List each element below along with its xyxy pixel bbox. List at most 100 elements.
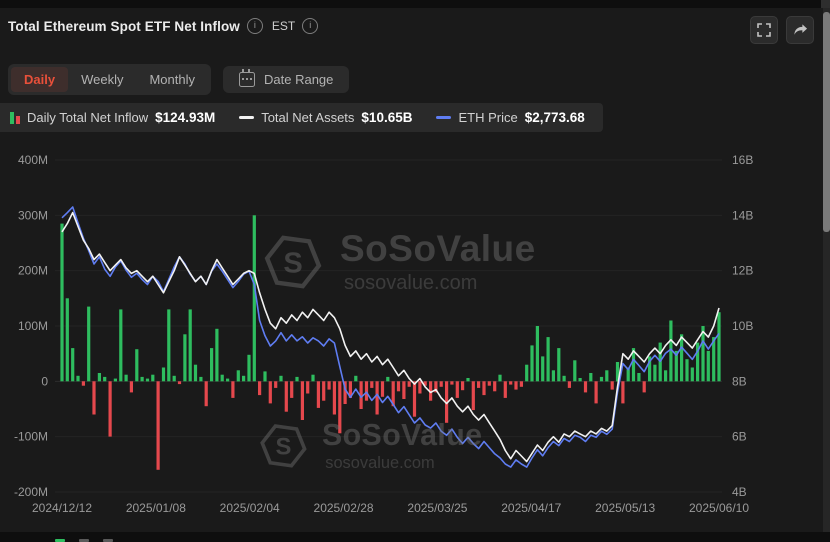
net-inflow-bar[interactable] [279,375,283,382]
net-inflow-bar[interactable] [268,381,272,404]
net-inflow-bar[interactable] [236,370,240,382]
net-inflow-bar[interactable] [295,376,299,382]
net-inflow-bar[interactable] [135,349,139,382]
legend-item-net-assets[interactable]: Total Net Assets $10.65B [239,110,412,125]
net-inflow-bar[interactable] [210,348,214,382]
net-inflow-bar[interactable] [167,309,171,382]
net-inflow-bar[interactable] [519,381,523,387]
fullscreen-button[interactable] [750,16,778,44]
net-inflow-bar[interactable] [87,306,91,382]
net-inflow-bar[interactable] [471,381,475,411]
net-inflow-bar[interactable] [284,381,288,412]
net-inflow-bar[interactable] [215,328,219,382]
share-button[interactable] [786,16,814,44]
net-inflow-bar[interactable] [343,381,347,404]
net-inflow-bar[interactable] [364,381,369,401]
net-inflow-bar[interactable] [145,378,150,382]
net-inflow-bar[interactable] [263,371,267,382]
net-inflow-bar[interactable] [541,356,545,382]
net-inflow-bar[interactable] [359,381,363,409]
net-inflow-bar[interactable] [648,356,652,382]
net-inflow-bar[interactable] [434,381,438,393]
net-inflow-bar[interactable] [300,381,304,420]
net-inflow-bar[interactable] [674,350,678,382]
net-inflow-bar[interactable] [258,381,262,396]
net-inflow-bar[interactable] [487,381,491,386]
net-inflow-bar[interactable] [407,381,411,387]
net-inflow-bar[interactable] [81,381,85,386]
net-inflow-bar[interactable] [557,348,561,382]
date-range-button[interactable]: Date Range [223,66,350,93]
net-inflow-bar[interactable] [461,381,465,391]
net-inflow-bar[interactable] [124,374,128,382]
net-inflow-bar[interactable] [391,381,395,407]
net-inflow-bar[interactable] [514,381,518,390]
net-inflow-bar[interactable] [161,367,166,382]
net-inflow-bar[interactable] [637,373,641,382]
net-inflow-bar[interactable] [97,373,101,382]
net-inflow-bar[interactable] [685,359,689,382]
net-inflow-bar[interactable] [140,376,144,382]
net-inflow-bar[interactable] [530,345,534,382]
net-inflow-bar[interactable] [71,348,75,382]
net-inflow-bar[interactable] [445,381,449,423]
net-inflow-bar[interactable] [653,364,657,382]
net-inflow-bar[interactable] [669,320,673,382]
net-inflow-bar[interactable] [103,376,107,382]
net-inflow-bar[interactable] [594,381,598,404]
net-inflow-bar[interactable] [65,298,69,382]
net-inflow-bar[interactable] [332,381,336,415]
net-inflow-bar[interactable] [631,348,636,382]
legend-item-eth-price[interactable]: ETH Price $2,773.68 [436,110,585,125]
net-inflow-bar[interactable] [706,350,710,382]
net-inflow-bar[interactable] [712,337,716,382]
net-inflow-bar[interactable] [108,381,112,437]
net-inflow-bar[interactable] [562,375,566,382]
net-inflow-bar[interactable] [76,375,80,382]
vertical-scrollbar-thumb[interactable] [823,12,830,232]
tab-daily[interactable]: Daily [11,67,69,92]
net-inflow-bar[interactable] [610,381,614,390]
net-inflow-bar[interactable] [466,378,470,382]
net-inflow-bar[interactable] [242,375,246,382]
net-inflow-bar[interactable] [119,309,123,382]
net-inflow-bar[interactable] [60,223,64,382]
net-inflow-bar[interactable] [696,342,700,382]
net-inflow-bar[interactable] [599,376,604,382]
net-inflow-bar[interactable] [311,374,315,382]
net-inflow-bar[interactable] [327,381,331,390]
net-inflow-bar[interactable] [92,381,96,415]
net-inflow-bar[interactable] [370,381,374,388]
net-inflow-bar[interactable] [412,381,417,417]
net-inflow-bar[interactable] [172,375,176,382]
net-inflow-bar[interactable] [204,381,208,407]
net-inflow-bar[interactable] [386,376,390,382]
net-inflow-bar[interactable] [717,312,721,382]
net-inflow-bar[interactable] [423,381,427,386]
net-inflow-bar[interactable] [151,374,155,382]
net-inflow-bar[interactable] [348,381,352,398]
title-info-icon[interactable]: i [246,18,263,34]
legend-item-net-inflow[interactable]: Daily Total Net Inflow $124.93M [10,110,215,125]
net-inflow-bar[interactable] [525,364,529,382]
net-inflow-bar[interactable] [354,375,358,382]
net-inflow-bar[interactable] [546,337,550,382]
net-inflow-bar[interactable] [482,381,486,396]
net-inflow-bar[interactable] [626,367,630,382]
net-inflow-bar[interactable] [247,354,251,382]
net-inflow-bar[interactable] [380,381,385,397]
tab-monthly[interactable]: Monthly [149,72,195,87]
net-inflow-bar[interactable] [621,381,625,404]
net-inflow-bar[interactable] [220,374,224,382]
net-inflow-bar[interactable] [690,367,694,382]
net-inflow-bar[interactable] [701,326,705,382]
net-inflow-bar[interactable] [578,378,582,382]
net-inflow-bar[interactable] [177,381,182,385]
net-inflow-bar[interactable] [567,381,571,388]
net-inflow-bar[interactable] [498,374,502,382]
net-inflow-bar[interactable] [183,334,187,382]
net-inflow-bar[interactable] [113,378,117,382]
net-inflow-bar[interactable] [274,381,278,388]
net-inflow-bar[interactable] [375,381,379,415]
